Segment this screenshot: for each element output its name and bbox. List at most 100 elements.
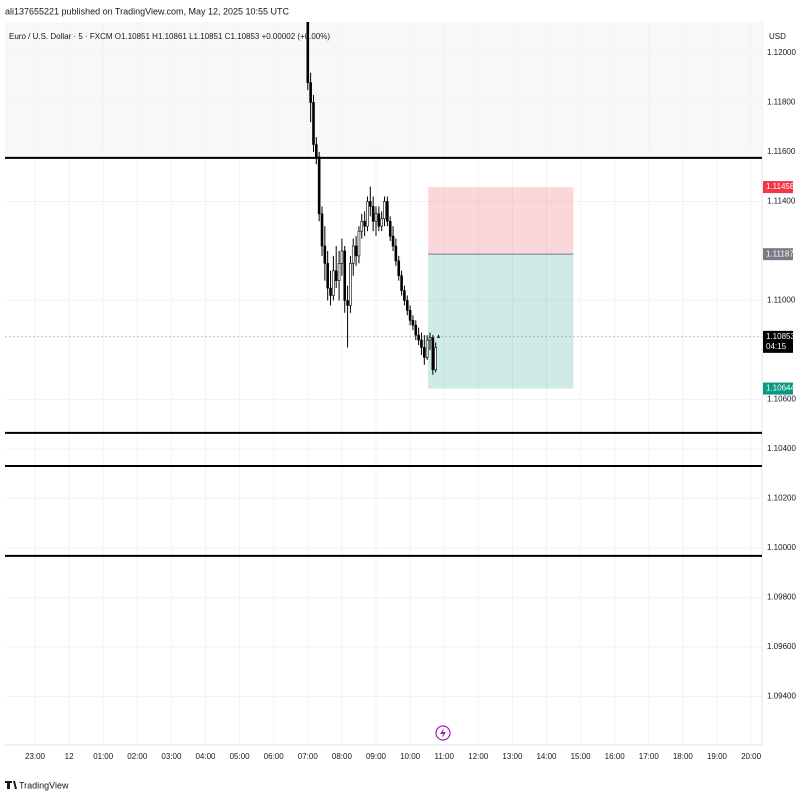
brand-logo	[5, 781, 17, 789]
candle-body	[332, 270, 335, 296]
x-tick-label: 08:00	[332, 752, 353, 761]
x-tick-label: 13:00	[502, 752, 523, 761]
x-tick-label: 04:00	[195, 752, 216, 761]
candle-body	[366, 201, 369, 227]
candle-body	[343, 250, 347, 301]
y-tick-label: 1.10400	[767, 444, 796, 453]
stop-price-label: 1.11458	[766, 182, 795, 191]
x-tick-label: 20:00	[741, 752, 762, 761]
candle-body	[437, 336, 440, 338]
candle-body	[425, 339, 429, 358]
y-tick-label: 1.09400	[767, 692, 796, 701]
candle-body	[400, 275, 403, 291]
candle-body	[346, 300, 349, 306]
event-icon-bolt	[440, 728, 446, 738]
y-tick-label: 1.09600	[767, 642, 796, 651]
last-price-box	[763, 330, 793, 353]
candle-body	[369, 201, 372, 207]
y-tick-label: 1.10200	[767, 494, 796, 503]
y-tick-label: 1.11800	[767, 98, 796, 107]
last-price-label: 1.10853	[766, 332, 795, 341]
x-tick-label: 03:00	[161, 752, 182, 761]
x-tick-label: 12	[65, 752, 74, 761]
candle-body	[388, 220, 392, 237]
candle-body	[397, 260, 401, 277]
candle-body	[405, 300, 409, 311]
candle-body	[420, 339, 423, 348]
candle-body	[417, 334, 420, 341]
x-tick-label: 16:00	[605, 752, 626, 761]
countdown: 04:15	[766, 342, 787, 351]
candle-body	[383, 201, 386, 220]
candle-body	[306, 22, 310, 83]
candle-body	[371, 206, 375, 222]
entry-price-box	[763, 248, 793, 261]
candle-body	[312, 102, 315, 145]
target-zone	[428, 254, 574, 389]
entry-price-label: 1.11187	[766, 249, 794, 258]
y-tick-label: 1.10600	[767, 395, 796, 404]
brand-name: TradingView	[19, 780, 69, 790]
stop-price-box	[763, 181, 793, 194]
y-tick-label: 1.09800	[767, 593, 796, 602]
x-tick-label: 07:00	[298, 752, 319, 761]
candle-body	[309, 82, 312, 103]
y-tick-label: 1.11600	[767, 147, 796, 156]
candle-body	[337, 263, 341, 281]
candle-body	[334, 270, 338, 281]
candle-body	[434, 347, 437, 371]
candle-body	[329, 287, 332, 296]
candle-body	[360, 220, 364, 232]
x-tick-label: 10:00	[400, 752, 421, 761]
candle-body	[351, 245, 355, 264]
x-tick-label: 19:00	[707, 752, 728, 761]
candle-body	[380, 218, 383, 227]
x-tick-label: 12:00	[468, 752, 489, 761]
candle-body	[408, 310, 412, 321]
candle-body	[411, 319, 415, 326]
candle-body	[428, 337, 432, 341]
y-tick-label: 1.11400	[767, 197, 796, 206]
x-tick-label: 09:00	[366, 752, 387, 761]
y-tick-label: 1.12000	[767, 48, 796, 57]
x-tick-label: 11:00	[434, 752, 454, 761]
target-price-box	[763, 382, 793, 395]
candle-body	[394, 245, 398, 262]
x-tick-label: 18:00	[673, 752, 694, 761]
candle-body	[349, 263, 352, 306]
published-note: ali137655221 published on TradingView.co…	[5, 6, 290, 16]
candle-body	[414, 324, 418, 336]
x-tick-label: 14:00	[536, 752, 557, 761]
candle-body	[354, 245, 358, 257]
candle-body	[423, 347, 426, 358]
candle-body	[357, 230, 361, 257]
x-tick-label: 05:00	[230, 752, 251, 761]
currency: USD	[769, 32, 786, 41]
candle-body	[317, 156, 321, 215]
resistance-zone	[5, 22, 762, 158]
candle-body	[326, 263, 329, 289]
x-tick-label: 01:00	[93, 752, 114, 761]
candle-body	[363, 220, 366, 227]
x-tick-label: 23:00	[25, 752, 46, 761]
candle-body	[403, 290, 406, 301]
x-tick-label: 15:00	[571, 752, 592, 761]
x-tick-label: 17:00	[639, 752, 660, 761]
x-tick-label: 02:00	[127, 752, 148, 761]
target-price-label: 1.10644	[766, 384, 795, 393]
symbol-legend: Euro / U.S. Dollar · 5 · FXCM O1.10851 H…	[9, 32, 330, 41]
y-tick-label: 1.11000	[767, 296, 796, 305]
candle-body	[374, 213, 378, 222]
candle-body	[391, 235, 395, 247]
candle-body	[315, 144, 318, 158]
candle-body	[320, 213, 324, 247]
candle-body	[386, 201, 389, 222]
stop-zone	[428, 187, 574, 255]
plot-area	[5, 22, 762, 745]
candle-body	[340, 250, 344, 264]
candle-body	[323, 245, 327, 264]
candle-body	[431, 337, 435, 371]
y-tick-label: 1.10000	[767, 543, 796, 552]
